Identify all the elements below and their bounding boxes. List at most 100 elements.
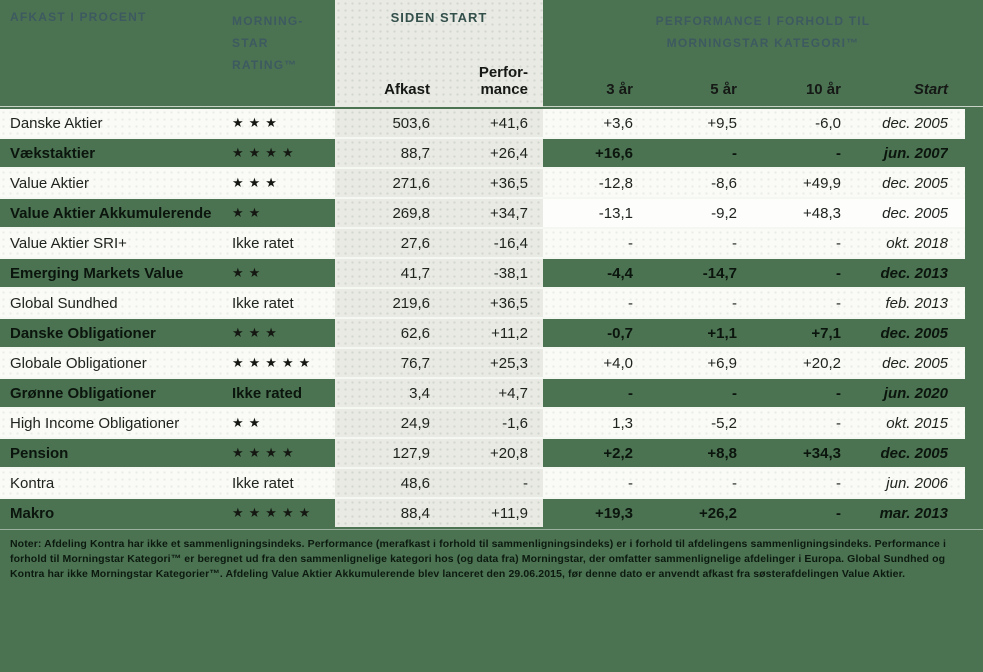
morningstar-rating: Ikke ratet: [232, 289, 335, 317]
value-10-years: +7,1: [737, 319, 841, 347]
fund-name: Kontra: [0, 469, 232, 497]
column-header-morningstar-rating: MORNING- STAR RATING™: [232, 10, 304, 76]
morningstar-rating: ★★★: [232, 169, 335, 197]
value-10-years: -: [737, 259, 841, 287]
value-10-years: -: [737, 379, 841, 407]
value-5-years: -8,6: [633, 169, 737, 197]
value-3-years: 1,3: [543, 409, 633, 437]
table-row: Global Sundhed Ikke ratet 219,6 +36,5 - …: [0, 287, 965, 317]
row-filler: [948, 319, 965, 347]
table-row: Emerging Markets Value ★★ 41,7 -38,1 -4,…: [0, 257, 965, 287]
row-filler: [948, 289, 965, 317]
performance-value: -16,4: [430, 229, 528, 257]
value-3-years: -4,4: [543, 259, 633, 287]
morningstar-rating: ★★★★: [232, 439, 335, 467]
performance-value: +25,3: [430, 349, 528, 377]
panel-spacer: [528, 379, 543, 407]
table-row: High Income Obligationer ★★ 24,9 -1,6 1,…: [0, 407, 965, 437]
column-header-10-years: 10 år: [805, 81, 841, 98]
value-5-years: -: [633, 229, 737, 257]
value-3-years: -: [543, 289, 633, 317]
start-date: jun. 2006: [841, 469, 948, 497]
fund-name: Value Aktier Akkumulerende: [0, 199, 232, 227]
panel-spacer: [528, 109, 543, 137]
afkast-value: 88,4: [335, 499, 430, 527]
afkast-value: 62,6: [335, 319, 430, 347]
column-group-header-performance: PERFORMANCE I FORHOLD TIL MORNINGSTAR KA…: [543, 10, 983, 54]
table-row: Danske Obligationer ★★★ 62,6 +11,2 -0,7 …: [0, 317, 965, 347]
value-10-years: -: [737, 469, 841, 497]
afkast-value: 27,6: [335, 229, 430, 257]
start-date: dec. 2005: [841, 109, 948, 137]
value-5-years: +9,5: [633, 109, 737, 137]
fund-name: Makro: [0, 499, 232, 527]
fund-name: Danske Aktier: [0, 109, 232, 137]
footnotes: Noter: Afdeling Kontra har ikke et samme…: [0, 529, 983, 582]
afkast-value: 48,6: [335, 469, 430, 497]
value-3-years: +3,6: [543, 109, 633, 137]
row-filler: [948, 139, 965, 167]
performance-value: -38,1: [430, 259, 528, 287]
value-5-years: -14,7: [633, 259, 737, 287]
morningstar-rating: Ikke ratet: [232, 229, 335, 257]
fund-name: Vækstaktier: [0, 139, 232, 167]
performance-value: -: [430, 469, 528, 497]
table-row: Value Aktier ★★★ 271,6 +36,5 -12,8 -8,6 …: [0, 167, 965, 197]
row-filler: [948, 499, 965, 527]
column-header-start: Start: [913, 81, 948, 98]
morningstar-rating: Ikke ratet: [232, 469, 335, 497]
fund-name: High Income Obligationer: [0, 409, 232, 437]
value-3-years: +2,2: [543, 439, 633, 467]
value-5-years: +8,8: [633, 439, 737, 467]
start-date: dec. 2005: [841, 319, 948, 347]
value-3-years: -: [543, 229, 633, 257]
afkast-value: 219,6: [335, 289, 430, 317]
fund-name: Value Aktier SRI+: [0, 229, 232, 257]
panel-spacer: [528, 499, 543, 527]
start-date: dec. 2005: [841, 199, 948, 227]
fund-name: Pension: [0, 439, 232, 467]
performance-value: +11,2: [430, 319, 528, 347]
row-filler: [948, 409, 965, 437]
value-3-years: +4,0: [543, 349, 633, 377]
performance-value: +4,7: [430, 379, 528, 407]
table-row: Pension ★★★★ 127,9 +20,8 +2,2 +8,8 +34,3…: [0, 437, 965, 467]
performance-group-line2: MORNINGSTAR KATEGORI™: [666, 36, 860, 50]
start-date: okt. 2018: [841, 229, 948, 257]
start-date: okt. 2015: [841, 409, 948, 437]
panel-spacer: [528, 259, 543, 287]
rating-header-line1: MORNING-: [232, 14, 304, 28]
table-row: Value Aktier Akkumulerende ★★ 269,8 +34,…: [0, 197, 965, 227]
table-row: Danske Aktier ★★★ 503,6 +41,6 +3,6 +9,5 …: [0, 107, 965, 137]
morningstar-rating: ★★★★★: [232, 349, 335, 377]
panel-spacer: [528, 319, 543, 347]
afkast-value: 88,7: [335, 139, 430, 167]
start-date: jun. 2020: [841, 379, 948, 407]
column-header-3-years: 3 år: [606, 81, 633, 98]
column-group-header-siden-start: SIDEN START: [390, 10, 488, 25]
performance-group-line1: PERFORMANCE I FORHOLD TIL: [655, 14, 871, 28]
value-10-years: -: [737, 499, 841, 527]
performance-value: +11,9: [430, 499, 528, 527]
row-filler: [948, 199, 965, 227]
afkast-value: 3,4: [335, 379, 430, 407]
value-10-years: +34,3: [737, 439, 841, 467]
value-5-years: -: [633, 289, 737, 317]
morningstar-rating: Ikke rated: [232, 379, 335, 407]
start-date: feb. 2013: [841, 289, 948, 317]
fund-name: Value Aktier: [0, 169, 232, 197]
start-date: dec. 2005: [841, 439, 948, 467]
start-date: jun. 2007: [841, 139, 948, 167]
fund-name: Emerging Markets Value: [0, 259, 232, 287]
value-5-years: +26,2: [633, 499, 737, 527]
column-header-performance: Perfor- mance: [478, 64, 528, 98]
table-row: Makro ★★★★★ 88,4 +11,9 +19,3 +26,2 - mar…: [0, 497, 965, 527]
performance-value: -1,6: [430, 409, 528, 437]
performance-value: +36,5: [430, 169, 528, 197]
morningstar-rating: ★★: [232, 199, 335, 227]
performance-value: +20,8: [430, 439, 528, 467]
fund-name: Globale Obligationer: [0, 349, 232, 377]
row-filler: [948, 259, 965, 287]
value-5-years: +1,1: [633, 319, 737, 347]
